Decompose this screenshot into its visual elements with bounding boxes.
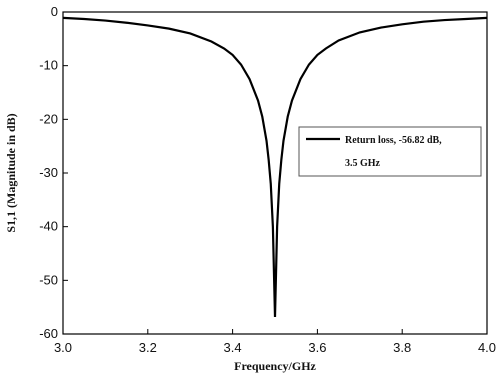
x-axis-title: Frequency/GHz [234,359,316,373]
y-tick-label: -20 [39,111,58,126]
y-tick-label: -60 [39,326,58,341]
x-tick-label: 3.4 [224,340,242,355]
y-tick-label: -50 [39,272,58,287]
x-tick-label: 3.2 [139,340,157,355]
legend-label-line-1: Return loss, -56.82 dB, [345,135,442,146]
legend-label-line-2: 3.5 GHz [345,158,381,169]
y-tick-label: -30 [39,165,58,180]
x-tick-label: 3.0 [54,340,72,355]
y-tick-label: 0 [51,4,58,19]
x-tick-label: 4.0 [478,340,496,355]
x-tick-label: 3.6 [308,340,326,355]
y-axis-title: S1,1 (Magnitude in dB) [4,113,18,232]
y-tick-label: -40 [39,219,58,234]
x-tick-label: 3.8 [393,340,411,355]
y-tick-label: -10 [39,58,58,73]
legend: Return loss, -56.82 dB, 3.5 GHz [299,127,481,176]
